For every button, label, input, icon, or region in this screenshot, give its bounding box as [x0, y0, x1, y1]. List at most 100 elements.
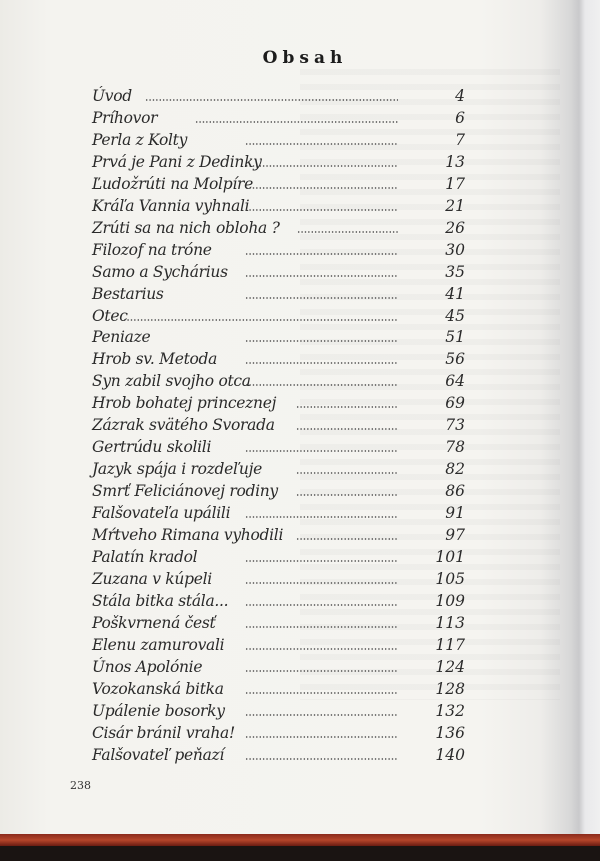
toc-entry: Bestarius 41 — [0, 285, 600, 307]
toc-entry: Zázrak svätého Svorada 73 — [0, 416, 600, 438]
entry-title: Únos Apolónie — [92, 657, 203, 676]
entry-page: 86 — [445, 482, 465, 501]
entry-title: Príhovor — [92, 108, 158, 127]
toc-entry: Gertrúdu skolili 78 — [0, 438, 600, 460]
entry-title: Zuzana v kúpeli — [92, 569, 212, 588]
entry-title: Kráľa Vannia vyhnali — [92, 196, 250, 215]
entry-title: Samo a Sychárius — [92, 262, 228, 281]
entry-page: 13 — [445, 152, 465, 171]
dot-leader — [297, 230, 398, 233]
entry-title: Falšovateľa upálili — [92, 504, 231, 523]
dot-leader — [245, 559, 398, 562]
entry-page: 140 — [435, 745, 465, 764]
toc-entry: Kráľa Vannia vyhnali 21 — [0, 197, 600, 219]
toc-entry: Zuzana v kúpeli 105 — [0, 570, 600, 592]
entry-page: 4 — [455, 87, 465, 105]
entry-page: 124 — [435, 657, 465, 676]
dot-leader — [245, 625, 398, 628]
dot-leader — [296, 472, 398, 475]
toc-entry: Palatín kradol 101 — [0, 548, 600, 570]
entry-page: 26 — [445, 218, 465, 237]
toc-entry: Mŕtveho Rimana vyhodili 97 — [0, 526, 600, 548]
entry-page: 21 — [445, 196, 465, 215]
entry-page: 117 — [435, 635, 465, 654]
toc-entry: Falšovateľ peňazí 140 — [0, 746, 600, 768]
dot-leader — [245, 384, 398, 387]
toc-entry: Stála bitka stála... 109 — [0, 592, 600, 614]
dot-leader — [245, 252, 398, 255]
toc-entry: Samo a Sychárius 35 — [0, 263, 600, 285]
entry-page: 56 — [445, 350, 465, 369]
dot-leader — [245, 581, 398, 584]
entry-page: 41 — [445, 284, 465, 303]
toc-entry: Jazyk spája i rozdeľuje 82 — [0, 460, 600, 482]
entry-title: Zrúti sa na nich obloha ? — [92, 218, 280, 237]
entry-page: 109 — [435, 591, 465, 610]
entry-title: Perla z Kolty — [92, 130, 188, 149]
entry-page: 82 — [445, 460, 465, 479]
dot-leader — [296, 406, 398, 409]
entry-page: 132 — [435, 701, 465, 720]
entry-title: Jazyk spája i rozdeľuje — [92, 460, 262, 479]
entry-title: Poškvrnená česť — [92, 613, 216, 632]
entry-page: 64 — [445, 372, 465, 391]
entry-page: 91 — [445, 504, 465, 523]
dot-leader — [245, 647, 398, 650]
toc-entry: Hrob bohatej princeznej 69 — [0, 394, 600, 416]
page-title: Obsah — [262, 48, 348, 68]
entry-page: 17 — [445, 174, 465, 193]
toc-entry: Cisár bránil vraha! 136 — [0, 724, 600, 746]
dot-leader — [245, 186, 398, 189]
entry-title: Peniaze — [92, 328, 151, 347]
toc-entry: Otec 45 — [0, 307, 600, 329]
entry-title: Otec — [92, 306, 128, 325]
entry-page: 35 — [445, 262, 465, 281]
entry-title: Hrob bohatej princeznej — [92, 394, 277, 413]
entry-title: Falšovateľ peňazí — [92, 745, 225, 764]
entry-page: 6 — [455, 108, 465, 127]
dot-leader — [145, 99, 398, 101]
toc-entry: Smrť Feliciánovej rodiny 86 — [0, 482, 600, 504]
dot-leader — [296, 538, 398, 540]
toc-entry: Hrob sv. Metoda 56 — [0, 350, 600, 372]
dot-leader — [296, 428, 398, 431]
toc-entry: Prvá je Pani z Dedinky 13 — [0, 153, 600, 175]
entry-page: 101 — [435, 547, 465, 566]
entry-title: Mŕtveho Rimana vyhodili — [92, 526, 284, 544]
entry-title: Vozokanská bitka — [92, 679, 224, 698]
entry-title: Stála bitka stála... — [92, 591, 229, 610]
entry-title: Prvá je Pani z Dedinky — [92, 152, 262, 171]
entry-title: Úvod — [92, 87, 132, 105]
toc-entry: Vozokanská bitka 128 — [0, 680, 600, 702]
entry-page: 51 — [445, 328, 465, 347]
dot-leader — [245, 516, 398, 519]
dot-leader — [245, 362, 398, 365]
entry-title: Hrob sv. Metoda — [92, 350, 218, 369]
entry-page: 97 — [445, 526, 465, 544]
page-number: 238 — [70, 779, 91, 792]
toc-entry: Falšovateľa upálili 91 — [0, 504, 600, 526]
entry-page: 45 — [445, 306, 465, 325]
entry-page: 30 — [445, 240, 465, 259]
entry-title: Bestarius — [92, 284, 164, 303]
dot-leader — [245, 450, 398, 453]
entry-page: 136 — [435, 723, 465, 742]
entry-title: Filozof na tróne — [92, 240, 212, 259]
dot-leader — [245, 713, 398, 716]
dot-leader — [245, 669, 398, 672]
entry-title: Smrť Feliciánovej rodiny — [92, 482, 278, 501]
entry-page: 7 — [455, 130, 465, 149]
dot-leader — [245, 691, 398, 694]
book-page: Obsah Úvod 4 Príhovor 6 Perla z Kolty 7 Prvá j… — [0, 0, 600, 834]
toc-entry: Príhovor 6 — [0, 109, 600, 131]
toc-entry: Únos Apolónie 124 — [0, 658, 600, 680]
toc-entry: Poškvrnená česť 113 — [0, 614, 600, 636]
dot-leader — [245, 603, 398, 606]
dot-leader — [245, 735, 398, 738]
entry-title: Upálenie bosorky — [92, 701, 225, 720]
entry-title: Syn zabil svojho otca — [92, 372, 251, 391]
dot-leader — [245, 164, 398, 167]
entry-page: 69 — [445, 394, 465, 413]
dot-leader — [245, 142, 398, 145]
toc-entry: Ľudožrúti na Molpíre 17 — [0, 175, 600, 197]
